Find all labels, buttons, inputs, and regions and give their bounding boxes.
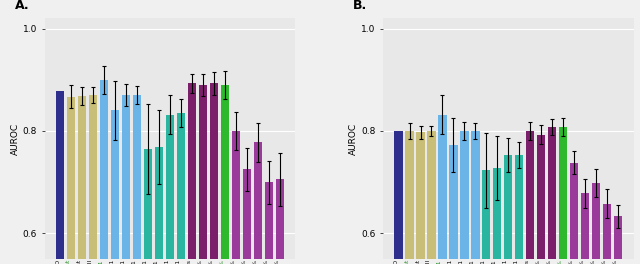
Bar xyxy=(100,80,108,259)
Text: A.: A. xyxy=(15,0,29,12)
Bar xyxy=(515,155,524,259)
Bar xyxy=(56,91,65,259)
Bar xyxy=(188,83,196,259)
Bar xyxy=(592,183,600,259)
Bar xyxy=(133,95,141,259)
Bar xyxy=(394,131,403,259)
Bar xyxy=(537,135,545,259)
Bar xyxy=(265,182,273,259)
Bar xyxy=(78,96,86,259)
Bar xyxy=(493,168,502,259)
Y-axis label: AUROC: AUROC xyxy=(11,122,20,155)
Bar xyxy=(243,169,251,259)
Bar xyxy=(460,131,468,259)
Bar xyxy=(210,83,218,259)
Bar xyxy=(122,95,131,259)
Bar xyxy=(428,131,436,259)
Text: B.: B. xyxy=(353,0,367,12)
Bar xyxy=(548,127,556,259)
Y-axis label: AUROC: AUROC xyxy=(349,122,358,155)
Bar xyxy=(526,131,534,259)
Bar xyxy=(111,111,119,259)
Bar xyxy=(276,180,284,259)
Bar xyxy=(89,95,97,259)
Bar xyxy=(559,127,567,259)
Bar xyxy=(67,97,76,259)
Bar xyxy=(614,216,622,259)
Bar xyxy=(199,85,207,259)
Bar xyxy=(417,133,424,259)
Bar xyxy=(504,155,513,259)
Bar xyxy=(144,149,152,259)
Bar xyxy=(232,131,240,259)
Bar xyxy=(603,204,611,259)
Bar xyxy=(570,163,579,259)
Bar xyxy=(166,115,174,259)
Bar xyxy=(155,147,163,259)
Bar xyxy=(471,131,479,259)
Bar xyxy=(177,113,185,259)
Bar xyxy=(483,170,490,259)
Bar xyxy=(405,131,413,259)
Bar xyxy=(254,142,262,259)
Bar xyxy=(221,85,229,259)
Bar xyxy=(438,115,447,259)
Bar xyxy=(581,193,589,259)
Bar xyxy=(449,145,458,259)
